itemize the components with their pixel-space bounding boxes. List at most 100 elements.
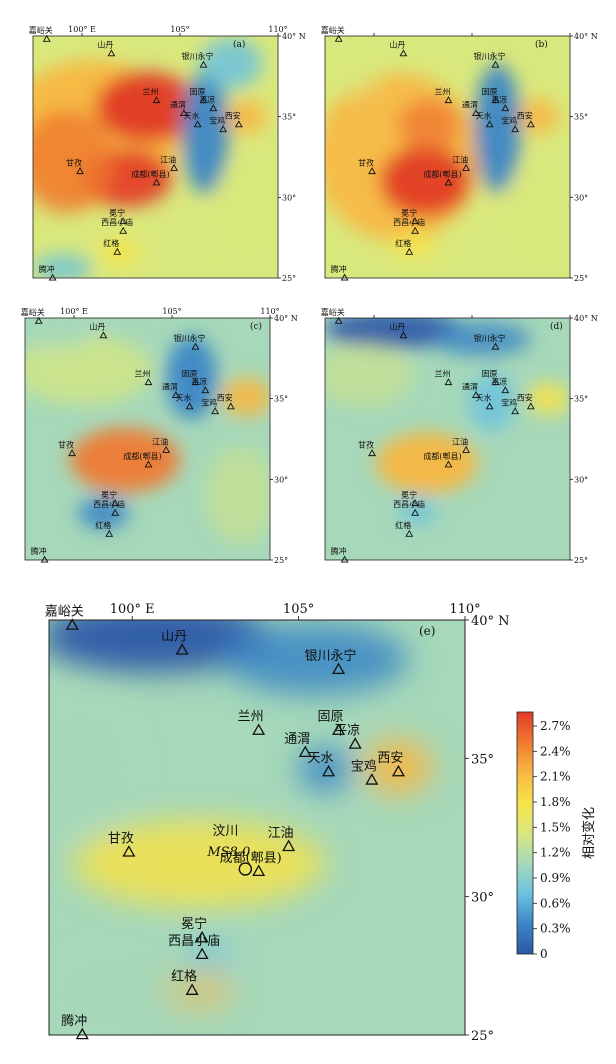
station-marker: [175, 643, 189, 655]
station-marker: [191, 342, 200, 350]
station-label: 山丹: [89, 322, 105, 332]
station-marker: [144, 460, 153, 468]
station-marker: [340, 555, 349, 563]
lat-tick-label: 40° N: [274, 314, 298, 323]
station-label: 冕宁: [181, 916, 207, 932]
station-label: 冕宁: [401, 490, 417, 500]
station-marker: [111, 508, 120, 516]
station-label: 天水: [476, 393, 492, 403]
station-marker: [68, 449, 76, 457]
station-label: 平凉: [191, 377, 207, 387]
colorbar-gradient: [516, 711, 534, 955]
station-marker: [472, 391, 480, 398]
station-label: 冕宁: [101, 490, 117, 500]
station-marker: [391, 764, 405, 777]
anomaly-blob: [468, 372, 516, 431]
lat-tick-label: 40° N: [574, 314, 598, 323]
station-label: 通渭: [170, 99, 186, 109]
map-frame: [324, 317, 571, 561]
lon-tick-label: 100° E: [68, 25, 96, 34]
station-marker: [298, 745, 312, 758]
colorbar-tick-label: 0.3%: [540, 922, 571, 936]
lon-tick-label: 100° E: [110, 602, 155, 617]
epicenter-marker: [238, 862, 253, 876]
station-label: 西安: [517, 111, 533, 121]
colorbar-tick-label: 1.2%: [540, 846, 571, 860]
station-label: 固原: [482, 370, 498, 379]
lon-tick-label: 110°: [268, 25, 287, 34]
station-label: 兰州: [134, 369, 150, 379]
lat-tick-label: 30°: [274, 475, 288, 484]
station-marker: [411, 226, 420, 234]
epicenter-magnitude: MS8.0: [206, 845, 250, 860]
station-marker: [511, 125, 520, 133]
station-marker: [399, 49, 408, 57]
station-label: 成都(郫县): [220, 850, 282, 866]
station-marker: [340, 273, 349, 281]
station-label: 冕宁: [401, 208, 417, 218]
station-marker: [444, 178, 453, 186]
station-label: 宝鸡: [351, 758, 377, 774]
anomaly-blob: [199, 37, 263, 90]
anomaly-blob: [33, 253, 92, 278]
station-marker: [234, 120, 243, 128]
station-label: 成都(郫县): [423, 169, 461, 179]
station-label: 腾冲: [331, 264, 347, 274]
station-label: 江油: [152, 436, 168, 446]
station-marker: [322, 764, 336, 777]
anomaly-blob: [397, 495, 437, 525]
lat-tick-label: 35°: [574, 113, 588, 122]
station-marker: [195, 947, 209, 960]
colorbar-tick-label: 0: [540, 947, 548, 961]
station-label: 西昌小庙: [93, 499, 125, 509]
map-frame: [32, 35, 279, 279]
anomaly-blob: [49, 703, 133, 842]
lat-tick-label: 30°: [471, 891, 494, 906]
station-label: 嘉峪关: [321, 307, 345, 317]
station-marker: [491, 96, 500, 104]
lat-tick-label: 40° N: [282, 32, 306, 41]
lat-tick-label: 30°: [574, 475, 588, 484]
station-label: 红格: [395, 238, 411, 248]
station-marker: [405, 529, 414, 537]
station-label: 甘孜: [358, 440, 374, 450]
station-label: 天水: [184, 111, 200, 121]
station-label: 西昌小庙: [168, 934, 220, 949]
colorbar-tick-label: 0.6%: [540, 896, 571, 910]
anomaly-blob: [526, 382, 570, 415]
station-marker: [119, 217, 128, 225]
lat-tick-label: 25°: [282, 274, 296, 283]
station-marker: [511, 407, 520, 415]
station-marker: [365, 773, 379, 785]
station-marker: [252, 723, 266, 735]
station-marker: [472, 109, 480, 116]
station-marker: [34, 316, 43, 324]
anomaly-blob: [166, 335, 218, 420]
lon-tick-label: 105°: [283, 602, 314, 617]
station-marker: [491, 378, 500, 386]
station-marker: [332, 723, 346, 735]
station-marker: [282, 839, 296, 852]
panel-letter: (a): [233, 39, 245, 50]
station-label: 嘉峪关: [29, 25, 53, 35]
station-marker: [185, 983, 199, 995]
station-marker: [76, 167, 84, 175]
station-label: 银川永宁: [474, 333, 506, 343]
station-marker: [65, 618, 79, 630]
station-label: 银川永宁: [305, 648, 357, 664]
station-marker: [462, 163, 471, 171]
lat-tick-label: 25°: [471, 1029, 494, 1044]
station-label: 兰州: [142, 87, 158, 97]
station-label: 西昌小庙: [101, 217, 133, 227]
station-marker: [185, 402, 194, 410]
anomaly-blob: [185, 938, 233, 972]
station-label: 红格: [171, 969, 197, 985]
station-marker: [491, 60, 500, 68]
station-label: 西安: [377, 751, 403, 766]
anomaly-blob: [389, 232, 437, 259]
anomaly-blob: [49, 952, 216, 1035]
station-marker: [368, 167, 376, 175]
